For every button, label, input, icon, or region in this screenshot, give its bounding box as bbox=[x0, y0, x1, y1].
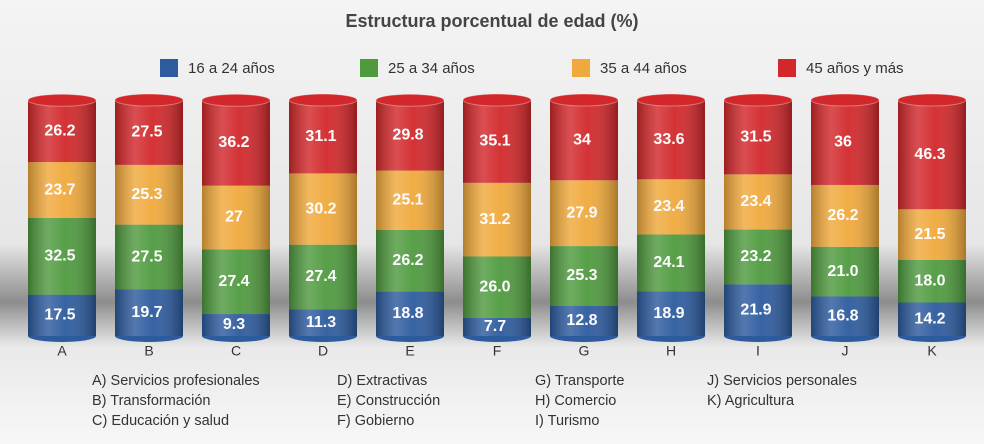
cylinder-top bbox=[114, 93, 184, 107]
cylinder: 16.821.026.236J bbox=[810, 93, 880, 359]
chart-title: Estructura porcentual de edad (%) bbox=[345, 11, 638, 31]
x-tick-label: J bbox=[842, 343, 849, 359]
cylinder-top bbox=[723, 93, 793, 107]
legend-swatch bbox=[572, 59, 590, 77]
category-notes: A) Servicios profesionales B) Transformac… bbox=[92, 373, 857, 429]
cylinder-shading bbox=[376, 100, 444, 337]
bars: 17.532.523.726.2A19.727.525.327.5B9.327.… bbox=[27, 93, 967, 359]
cylinder-shading bbox=[463, 100, 531, 336]
category-note: E) Construcción bbox=[337, 393, 440, 409]
category-note: J) Servicios personales bbox=[707, 373, 857, 389]
cylinder-top bbox=[27, 93, 97, 107]
category-note: H) Comercio bbox=[535, 393, 616, 409]
legend-label: 45 años y más bbox=[806, 60, 904, 77]
cylinder-shading bbox=[115, 100, 183, 336]
category-note: K) Agricultura bbox=[707, 393, 795, 409]
cylinder-shading bbox=[202, 100, 270, 337]
cylinder: 19.727.525.327.5B bbox=[114, 93, 184, 359]
cylinder-top bbox=[375, 93, 445, 107]
cylinder-shading bbox=[550, 100, 618, 336]
x-tick-label: E bbox=[405, 343, 414, 359]
x-tick-label: C bbox=[231, 343, 241, 359]
cylinder-shading bbox=[637, 100, 705, 336]
cylinder-top bbox=[636, 93, 706, 107]
legend-swatch bbox=[360, 59, 378, 77]
legend-label: 16 a 24 años bbox=[188, 60, 275, 77]
x-tick-label: I bbox=[756, 343, 760, 359]
cylinder-top bbox=[462, 93, 532, 107]
cylinder-top bbox=[549, 93, 619, 107]
cylinder: 9.327.42736.2C bbox=[201, 93, 271, 359]
cylinder-top bbox=[201, 93, 271, 107]
x-tick-label: K bbox=[927, 343, 937, 359]
cylinder-top bbox=[897, 93, 967, 107]
cylinder-shading bbox=[28, 100, 96, 337]
cylinder: 11.327.430.231.1D bbox=[288, 93, 358, 359]
cylinder-top bbox=[288, 93, 358, 107]
x-tick-label: A bbox=[57, 343, 67, 359]
category-note: C) Educación y salud bbox=[92, 413, 229, 429]
x-tick-label: D bbox=[318, 343, 328, 359]
cylinder: 18.826.225.129.8E bbox=[375, 93, 445, 359]
legend-label: 25 a 34 años bbox=[388, 60, 475, 77]
cylinder: 7.726.031.235.1F bbox=[462, 93, 532, 359]
x-tick-label: B bbox=[144, 343, 153, 359]
x-tick-label: H bbox=[666, 343, 676, 359]
category-note: F) Gobierno bbox=[337, 413, 414, 429]
cylinder-shading bbox=[898, 100, 966, 336]
x-tick-label: G bbox=[579, 343, 590, 359]
category-note: A) Servicios profesionales bbox=[92, 373, 260, 389]
cylinder: 12.825.327.934G bbox=[549, 93, 619, 359]
category-note: G) Transporte bbox=[535, 373, 624, 389]
category-note: D) Extractivas bbox=[337, 373, 427, 389]
x-tick-label: F bbox=[493, 343, 502, 359]
category-note: B) Transformación bbox=[92, 393, 210, 409]
legend-label: 35 a 44 años bbox=[600, 60, 687, 77]
cylinder: 14.218.021.546.3K bbox=[897, 93, 967, 359]
cylinder: 21.923.223.431.5I bbox=[723, 93, 793, 359]
legend-swatch bbox=[160, 59, 178, 77]
cylinder-top bbox=[810, 93, 880, 107]
cylinder-shading bbox=[289, 100, 357, 336]
category-note: I) Turismo bbox=[535, 413, 599, 429]
cylinder: 18.924.123.433.6H bbox=[636, 93, 706, 359]
cylinder-shading bbox=[811, 100, 879, 336]
legend-swatch bbox=[778, 59, 796, 77]
legend: 16 a 24 años 25 a 34 años 35 a 44 años 45 a… bbox=[160, 59, 904, 77]
cylinder-shading bbox=[724, 100, 792, 336]
cylinder: 17.532.523.726.2A bbox=[27, 93, 97, 359]
